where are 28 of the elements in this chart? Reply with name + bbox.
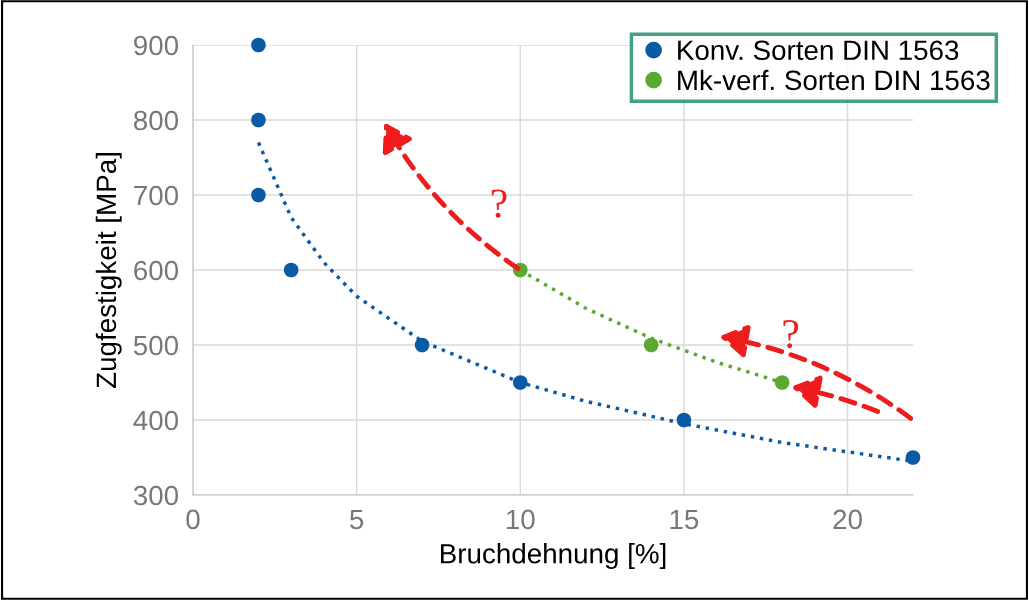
- annotation: ?: [491, 189, 507, 218]
- y-tick-label: 400: [133, 410, 179, 431]
- point: [251, 37, 266, 53]
- x-tick-label: 15: [670, 509, 699, 530]
- annotation: ?: [783, 319, 799, 349]
- x-tick-label: 20: [833, 509, 862, 530]
- point: [905, 450, 921, 465]
- y-tick-label: 300: [133, 485, 179, 506]
- point: [774, 375, 790, 390]
- y-tick-label: 700: [134, 185, 179, 206]
- point: [251, 187, 266, 203]
- y-tick-label: 600: [134, 260, 179, 281]
- x-tick-label: 0: [186, 509, 200, 530]
- point: [676, 412, 692, 428]
- legend-label: Konv. Sorten DIN 1563: [678, 40, 959, 61]
- y-axis-title: Zugfestigkeit [MPa]: [95, 153, 122, 388]
- x-tick-label: 10: [506, 509, 535, 530]
- y-tick-label: 800: [133, 110, 179, 131]
- point: [512, 375, 528, 390]
- y-tick-label: 900: [134, 35, 179, 56]
- y-tick-label: 500: [133, 335, 179, 356]
- legend-label: Mk-verf. Sorten DIN 1563: [678, 69, 990, 91]
- point: [643, 337, 659, 353]
- x-tick-label: 5: [350, 509, 364, 530]
- point: [414, 337, 430, 353]
- point: [251, 112, 266, 128]
- x-axis-title: Bruchdehnung [%]: [441, 543, 666, 570]
- point: [283, 262, 299, 278]
